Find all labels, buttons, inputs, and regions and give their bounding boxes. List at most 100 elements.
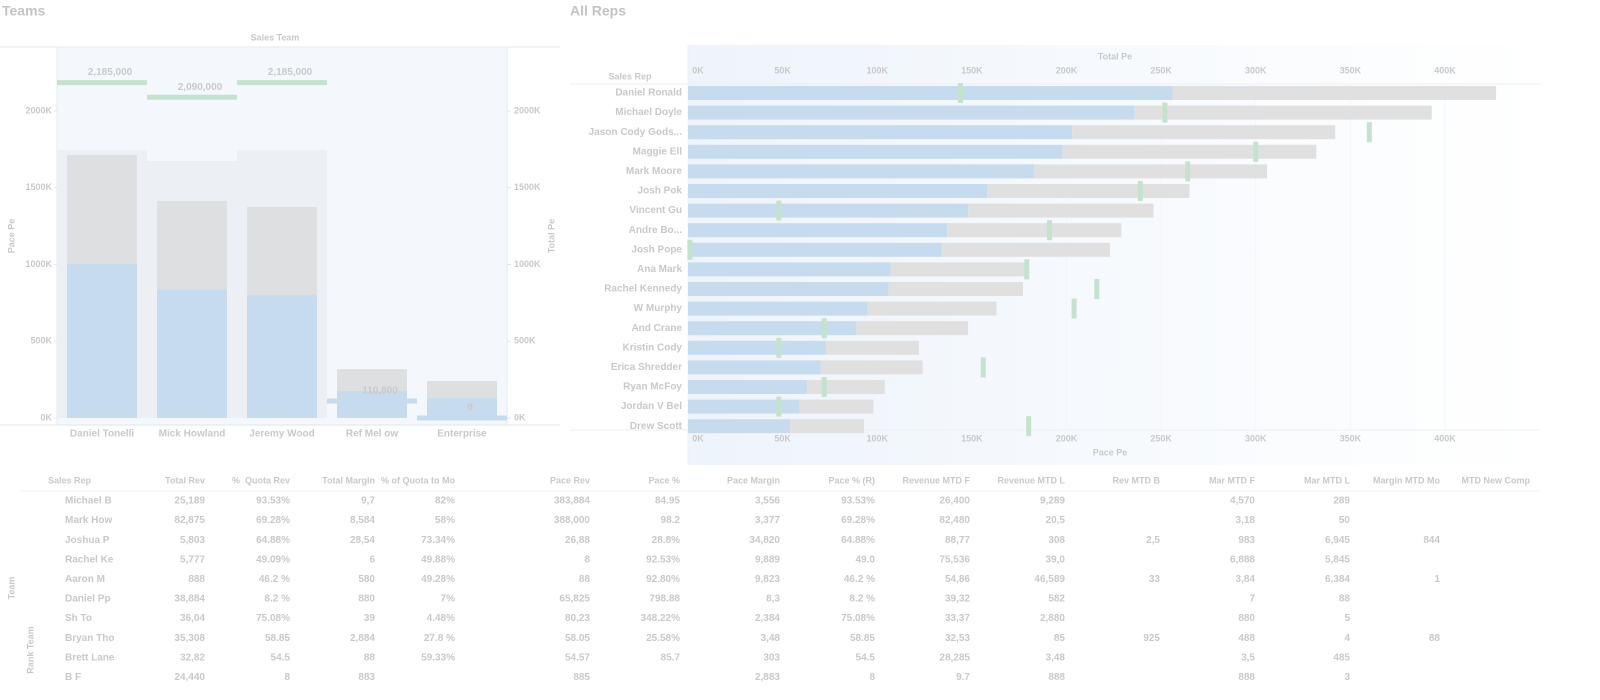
target-marker (1024, 259, 1030, 280)
target-marker (1094, 279, 1100, 299)
bar-segment (856, 321, 969, 336)
x-tick-label: Enterprise (437, 429, 487, 440)
bar-segment (688, 399, 800, 414)
table-cell: Brett Lane (65, 652, 115, 663)
rep-name: W Murphy (634, 303, 683, 314)
column-header: % (232, 475, 240, 485)
table-cell: 2,883 (755, 672, 780, 683)
table-cell: 98.2 (661, 515, 681, 526)
table-cell: 885 (573, 672, 590, 683)
table-cell: 485 (1333, 652, 1350, 663)
target-line (327, 398, 417, 404)
table-cell: 2,884 (350, 633, 375, 644)
column-header: Sales Rep (48, 475, 92, 485)
table-cell: 39,32 (945, 594, 970, 605)
table-cell: 93.53% (841, 496, 875, 507)
target-line (417, 415, 507, 421)
bar-segment (987, 184, 1190, 198)
teams-chart-title: Sales Team (251, 32, 300, 42)
table-cell: 8,3 (766, 594, 780, 605)
x-tick-label: 0K (692, 433, 704, 443)
column-header: Pace Margin (727, 475, 780, 485)
target-label: 2,185,000 (268, 67, 313, 78)
bar-segment (968, 203, 1154, 218)
rep-name: Daniel Ronald (615, 88, 682, 99)
table-cell: 3,48 (761, 633, 781, 644)
table-cell: 73.34% (421, 535, 455, 546)
column-header: Margin MTD Mo (1373, 475, 1440, 485)
x-tick-label: 150K (961, 65, 983, 75)
table-cell: 8 (284, 672, 290, 683)
bar-segment (688, 242, 942, 257)
table-cell: 308 (1048, 535, 1065, 546)
table-cell: 9,289 (1040, 496, 1065, 507)
teams-y-label: Pace Pe (6, 219, 16, 254)
table-cell: 6,888 (1230, 554, 1255, 565)
target-label: 0 (467, 403, 473, 414)
bar-segment (888, 282, 1023, 296)
bar-segment (427, 398, 497, 418)
bar-segment (688, 125, 1073, 140)
table-cell: 88,77 (945, 535, 970, 546)
y2-tick-label: 1000K (514, 259, 541, 269)
table-cell: 2,880 (1040, 613, 1065, 624)
column-header: Mar MTD L (1304, 475, 1351, 485)
bar-segment (688, 203, 969, 218)
rep-name: Michael Doyle (615, 107, 682, 118)
table-cell: 69.28% (256, 515, 290, 526)
table-cell: 6 (369, 554, 375, 565)
target-label: 2,090,000 (178, 82, 223, 93)
bar-segment (688, 419, 791, 434)
table-cell: 46.2 % (844, 574, 875, 585)
table-cell: 3,377 (755, 515, 780, 526)
rep-name: Ana Mark (637, 264, 682, 275)
column-header: MTD New Comp (1462, 475, 1531, 485)
table-cell: 33 (1149, 574, 1161, 585)
y2-tick-label: 2000K (514, 105, 541, 115)
column-header: Revenue MTD L (997, 475, 1065, 485)
table-cell: 33,37 (945, 613, 970, 624)
column-header: Revenue MTD F (902, 475, 970, 485)
table-cell: 58% (435, 515, 455, 526)
table-cell: 3,84 (1236, 574, 1256, 585)
bar-segment (688, 380, 808, 394)
x-tick-label: Jeremy Wood (249, 429, 314, 440)
bar-segment (337, 369, 407, 391)
table-cell: 92.53% (646, 554, 680, 565)
reps-title: All Reps (570, 3, 626, 19)
bar-segment (1062, 144, 1317, 159)
table-cell: 388,000 (554, 515, 591, 526)
table-cell: 35,308 (174, 633, 205, 644)
table-cell: 3,556 (755, 496, 780, 507)
x-tick-label: 200K (1056, 65, 1078, 75)
table-cell: 383,884 (554, 496, 591, 507)
table-cell: 20,5 (1046, 515, 1066, 526)
target-marker (1162, 102, 1168, 123)
table-side-label: Rank Team (25, 626, 35, 673)
table-cell: 844 (1423, 535, 1440, 546)
table-cell: 54.5 (856, 652, 876, 663)
table-cell: 26,88 (565, 535, 590, 546)
table-cell: 4 (1344, 633, 1350, 644)
table-cell: 888 (188, 574, 205, 585)
rep-name: Mark Moore (626, 166, 683, 177)
rep-name: Erica Shredder (611, 362, 682, 373)
target-marker (776, 337, 782, 358)
column-header: Total Rev (165, 475, 205, 485)
bar-segment (157, 200, 227, 290)
table-side-label: Team (6, 577, 16, 600)
table-cell: Bryan Tho (65, 633, 114, 644)
bar-segment (867, 301, 997, 316)
bar-segment (826, 340, 919, 355)
target-line (57, 80, 147, 86)
bar-segment (688, 282, 889, 296)
bar-segment (337, 390, 407, 418)
table-cell: Aaron M (65, 574, 105, 585)
table-cell: 49.88% (421, 554, 455, 565)
y-tick-label: 500K (30, 336, 52, 346)
table-cell: 36,04 (180, 613, 205, 624)
table-cell: 82% (435, 496, 455, 507)
table-cell: 880 (358, 594, 375, 605)
table-cell: 65,825 (559, 594, 590, 605)
table-cell: 7 (1249, 594, 1255, 605)
